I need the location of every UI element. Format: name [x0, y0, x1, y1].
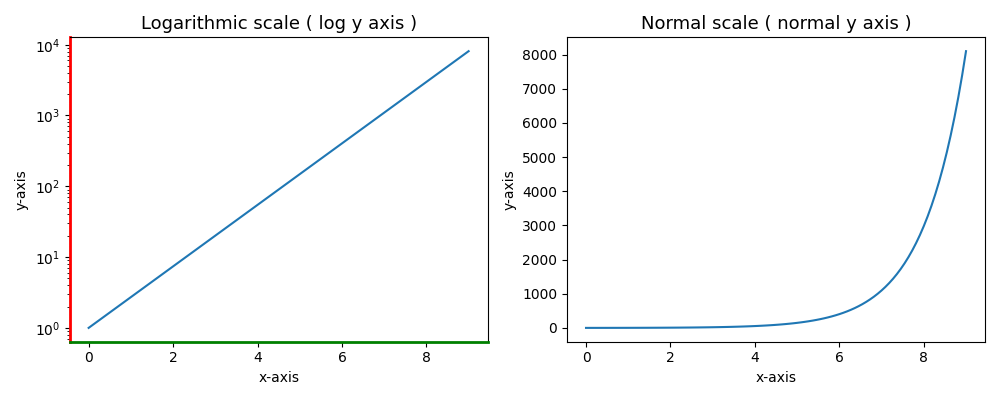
Title: Normal scale ( normal y axis ): Normal scale ( normal y axis ) [641, 15, 911, 33]
X-axis label: x-axis: x-axis [756, 371, 797, 385]
Y-axis label: y-axis: y-axis [15, 169, 29, 210]
Y-axis label: y-axis: y-axis [503, 169, 517, 210]
X-axis label: x-axis: x-axis [258, 371, 299, 385]
Title: Logarithmic scale ( log y axis ): Logarithmic scale ( log y axis ) [141, 15, 417, 33]
